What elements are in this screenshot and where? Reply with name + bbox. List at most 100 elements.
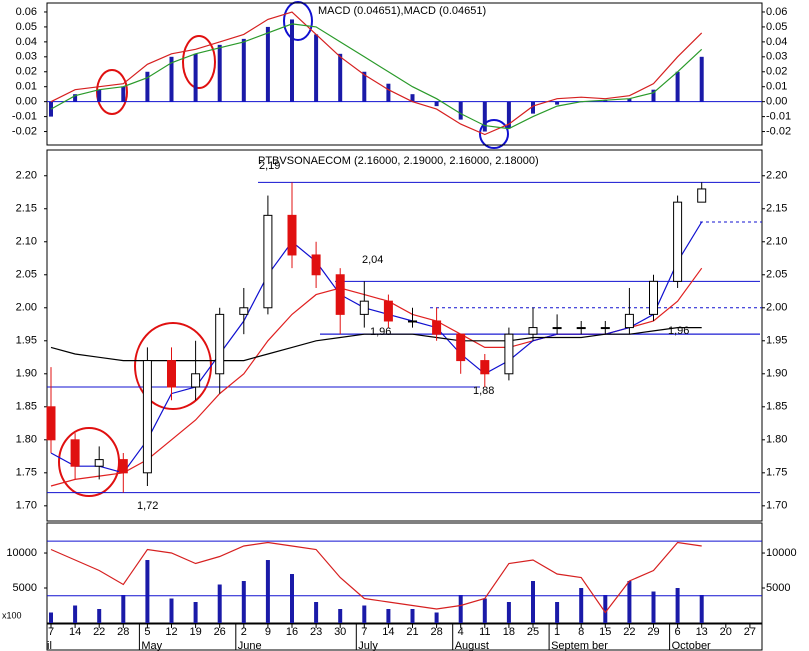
y-tick-label-right: 10000 (766, 547, 797, 559)
bar (627, 98, 632, 102)
bar (482, 101, 487, 132)
y-tick-label: 2.05 (16, 269, 37, 281)
bar (675, 588, 680, 623)
x-tick-label: 8 (578, 626, 584, 638)
y-tick-label: 0.05 (16, 21, 37, 33)
bar (193, 53, 198, 102)
x-tick-label: 9 (265, 626, 271, 638)
y-tick-label: 5000 (13, 582, 37, 594)
x-tick-label: 22 (93, 626, 105, 638)
y-tick-label-right: 1.95 (766, 335, 787, 347)
bar (675, 71, 680, 102)
candle-body (408, 320, 417, 323)
bar (145, 71, 150, 102)
bar (241, 38, 246, 102)
circle (283, 1, 313, 41)
x-tick-label: 16 (286, 626, 298, 638)
level-label: 2,04 (362, 254, 383, 266)
bar (386, 609, 391, 623)
y-tick-label-right: 1.75 (766, 467, 787, 479)
bar (555, 101, 560, 105)
candle-body (287, 214, 297, 256)
bar (531, 581, 535, 623)
bar (241, 581, 246, 623)
y-tick-label: 2.00 (16, 302, 37, 314)
bar (97, 89, 102, 102)
candle-body (504, 333, 514, 375)
x-tick-label: 7 (48, 626, 54, 638)
y-tick-label: 2.15 (16, 203, 37, 215)
y-tick-label: 1.80 (16, 434, 37, 446)
y-tick-label: 10000 (6, 547, 37, 559)
level-label: 2,19 (259, 160, 280, 172)
bar (169, 598, 174, 623)
bar (290, 574, 294, 623)
bar (169, 56, 174, 102)
candle-body (528, 327, 538, 335)
candle-body (118, 459, 128, 474)
month-label: October (672, 640, 711, 651)
indicator-line (50, 327, 702, 362)
month-label: August (455, 640, 489, 651)
y-tick-label: 0.02 (16, 66, 37, 78)
x-tick-label: 23 (310, 626, 322, 638)
candle-body (94, 459, 104, 467)
month-label: il (47, 640, 52, 651)
bar (49, 101, 53, 117)
candle-body (142, 360, 152, 474)
y-tick-label: 1.75 (16, 467, 37, 479)
panel-frame (46, 522, 763, 624)
bar (458, 101, 463, 120)
y-tick-label-right: 0.02 (766, 66, 787, 78)
bar (97, 609, 102, 623)
level-label: 1,72 (137, 500, 158, 512)
candle-body (697, 188, 707, 203)
y-tick-label-right: 2.00 (766, 302, 787, 314)
y-tick-label: 0.03 (16, 51, 37, 63)
bar (73, 94, 78, 102)
candle-body (311, 254, 321, 276)
y-tick-label-right: 2.10 (766, 236, 787, 248)
bar (699, 595, 704, 623)
x-tick-label: 6 (675, 626, 681, 638)
bar (314, 602, 319, 623)
bar (555, 602, 560, 623)
y-unit-label: x100 (2, 610, 22, 620)
bar (651, 89, 656, 102)
y-tick-label-right: 2.15 (766, 203, 787, 215)
y-tick-label: 0.06 (16, 6, 37, 18)
x-tick-label: 14 (382, 626, 394, 638)
candle-body (263, 214, 273, 309)
bar (338, 609, 343, 623)
bar (73, 605, 78, 623)
x-tick-label: 2 (241, 626, 247, 638)
bar (290, 19, 294, 102)
x-tick-label: 11 (479, 626, 490, 638)
candle-body (649, 280, 658, 315)
bar (651, 591, 656, 623)
y-tick-label-right: 1.70 (766, 500, 787, 512)
x-tick-label: 28 (117, 626, 129, 638)
month-label: July (358, 640, 378, 651)
panel-frame (46, 149, 763, 522)
bar (699, 56, 704, 102)
month-label: May (141, 640, 162, 651)
candle-body (600, 327, 610, 330)
month-label: June (238, 640, 262, 651)
level-label: 1,96 (668, 325, 689, 337)
y-tick-label: 0.04 (16, 36, 37, 48)
bar (434, 612, 439, 623)
y-tick-label: 1.85 (16, 401, 37, 413)
candle-body (480, 360, 490, 375)
bar (49, 612, 53, 623)
candle-body (383, 300, 393, 322)
indicator-line (50, 23, 703, 130)
y-tick-label-right: 2.05 (766, 269, 787, 281)
x-tick-label: 14 (69, 626, 81, 638)
x-tick-label: 30 (334, 626, 346, 638)
bar (506, 101, 511, 129)
bar (338, 53, 343, 102)
candle-body (456, 333, 466, 362)
y-tick-label: 1.95 (16, 335, 37, 347)
bar (434, 101, 439, 107)
